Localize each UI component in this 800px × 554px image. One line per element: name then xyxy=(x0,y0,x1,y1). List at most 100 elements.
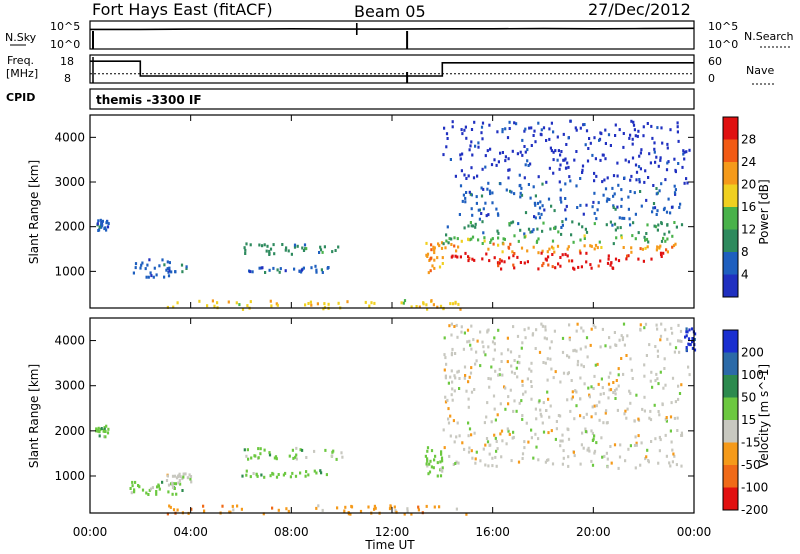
range-gate-cell xyxy=(513,266,516,270)
range-gate-cell xyxy=(638,178,641,181)
range-gate-cell xyxy=(559,153,562,157)
range-gate-cell xyxy=(454,300,457,304)
range-gate-cell xyxy=(554,437,557,441)
range-gate-cell xyxy=(373,507,376,511)
range-gate-cell xyxy=(540,128,543,132)
range-gate-cell xyxy=(528,126,531,130)
range-gate-cell xyxy=(454,174,457,178)
x-tick-label: 12:00 xyxy=(375,525,410,539)
range-gate-cell xyxy=(527,183,530,186)
range-gate-cell xyxy=(643,180,646,184)
range-gate-cell xyxy=(104,430,107,433)
range-gate-cell xyxy=(526,260,529,264)
range-gate-cell xyxy=(643,326,646,330)
range-gate-cell xyxy=(295,457,298,461)
range-gate-cell xyxy=(567,165,570,169)
range-gate-cell xyxy=(550,121,553,125)
range-gate-cell xyxy=(559,197,562,201)
range-gate-cell xyxy=(598,240,601,244)
range-gate-cell xyxy=(494,436,497,440)
range-gate-cell xyxy=(442,153,445,157)
range-gate-cell xyxy=(165,268,168,272)
range-gate-cell xyxy=(678,339,681,343)
range-gate-cell xyxy=(635,393,638,397)
range-gate-cell xyxy=(449,302,452,306)
range-gate-cell xyxy=(637,129,640,133)
range-gate-cell xyxy=(645,354,648,357)
range-gate-cell xyxy=(663,232,666,236)
range-gate-cell xyxy=(461,132,464,136)
range-gate-cell xyxy=(652,184,655,187)
range-gate-cell xyxy=(592,200,595,204)
range-gate-cell xyxy=(524,336,527,340)
range-gate-cell xyxy=(685,327,688,331)
range-gate-cell xyxy=(245,454,248,458)
range-gate-cell xyxy=(221,504,224,508)
range-gate-cell xyxy=(633,443,637,447)
range-gate-cell xyxy=(451,125,454,129)
range-gate-cell xyxy=(553,226,556,230)
range-gate-cell xyxy=(685,177,688,181)
power-plot-bg xyxy=(90,115,694,308)
range-gate-cell xyxy=(625,257,628,261)
range-gate-cell xyxy=(145,275,148,279)
range-gate-cell xyxy=(559,256,562,259)
range-gate-cell xyxy=(453,236,456,240)
range-gate-cell xyxy=(671,234,674,238)
range-gate-cell xyxy=(465,191,468,194)
range-gate-cell xyxy=(635,170,639,174)
range-gate-cell xyxy=(599,259,602,263)
range-gate-cell xyxy=(425,253,428,257)
range-gate-cell xyxy=(474,225,477,229)
range-gate-cell xyxy=(477,238,480,242)
range-gate-cell xyxy=(488,385,491,389)
range-gate-cell xyxy=(604,344,607,348)
range-gate-cell xyxy=(664,239,667,243)
range-gate-cell xyxy=(562,449,565,453)
range-gate-cell xyxy=(307,473,310,477)
range-gate-cell xyxy=(654,160,657,164)
range-gate-cell xyxy=(467,450,471,454)
range-gate-cell xyxy=(538,399,541,403)
range-gate-cell xyxy=(662,251,665,255)
range-gate-cell xyxy=(486,149,489,153)
range-gate-cell xyxy=(500,455,503,459)
range-gate-cell xyxy=(245,469,248,473)
range-gate-cell xyxy=(684,335,687,339)
range-gate-cell xyxy=(524,390,527,394)
range-gate-cell xyxy=(491,340,495,344)
range-gate-cell xyxy=(638,154,641,158)
range-gate-cell xyxy=(454,376,457,380)
range-gate-cell xyxy=(537,267,540,271)
range-gate-cell xyxy=(601,153,604,157)
range-gate-cell xyxy=(620,197,623,201)
range-gate-cell xyxy=(590,266,593,270)
range-gate-cell xyxy=(393,505,396,509)
range-gate-cell xyxy=(674,242,677,246)
range-gate-cell xyxy=(438,244,441,248)
range-gate-cell xyxy=(627,160,630,164)
range-gate-cell xyxy=(321,508,324,512)
range-gate-cell xyxy=(567,245,570,249)
range-gate-cell xyxy=(475,201,478,205)
range-gate-cell xyxy=(560,200,563,204)
range-gate-cell xyxy=(541,229,544,233)
nsearch-label: N.Search xyxy=(744,30,794,43)
range-gate-cell xyxy=(656,327,659,331)
range-gate-cell xyxy=(439,474,443,478)
range-gate-cell xyxy=(593,179,596,183)
range-gate-cell xyxy=(189,475,193,478)
range-gate-cell xyxy=(593,247,596,251)
range-gate-cell xyxy=(445,132,449,136)
range-gate-cell xyxy=(632,123,636,127)
range-gate-cell xyxy=(677,384,680,388)
range-gate-cell xyxy=(639,167,642,171)
range-gate-cell xyxy=(284,269,287,273)
range-gate-cell xyxy=(458,377,461,380)
range-gate-cell xyxy=(566,161,569,165)
range-gate-cell xyxy=(467,405,470,409)
range-gate-cell xyxy=(429,459,432,463)
power-ylabel: Slant Range [km] xyxy=(27,160,41,264)
range-gate-cell xyxy=(512,263,515,267)
